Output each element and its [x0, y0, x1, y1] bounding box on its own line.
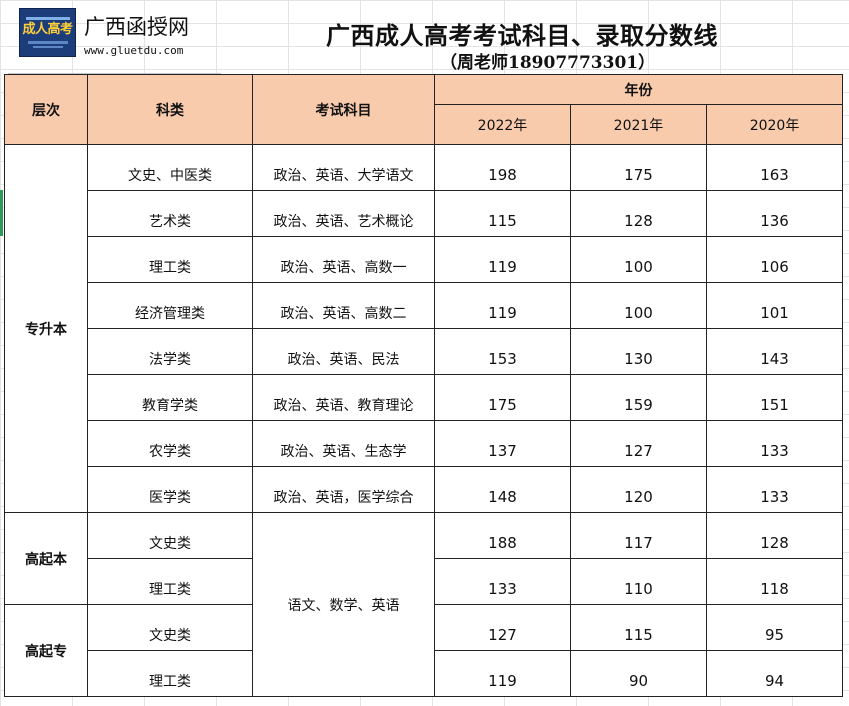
score-2022: 153 — [434, 328, 571, 375]
header-year-group: 年份 — [433, 74, 844, 105]
table-row: 高起专 文史类 127 115 95 — [4, 604, 844, 697]
score-2021: 120 — [570, 466, 707, 513]
score-2021: 117 — [570, 512, 707, 559]
score-2020: 106 — [705, 236, 844, 283]
score-2022: 188 — [434, 512, 571, 559]
score-2020: 101 — [705, 282, 844, 329]
score-2022: 198 — [434, 144, 571, 191]
score-2022: 133 — [434, 558, 571, 605]
score-2020: 95 — [705, 604, 844, 651]
score-2022: 119 — [434, 282, 571, 329]
page-title: 广西成人高考考试科目、录取分数线 — [326, 21, 718, 50]
category-cell: 医学类 — [87, 466, 253, 513]
logo-text: 成人高考 — [22, 22, 73, 37]
score-2020: 128 — [705, 512, 844, 559]
header-divider — [8, 73, 221, 74]
score-2021: 175 — [570, 144, 707, 191]
score-2022: 127 — [434, 604, 571, 651]
level-zsb: 专升本 — [4, 144, 88, 513]
level-gqb: 高起本 — [4, 512, 88, 605]
level-gqz: 高起专 — [4, 604, 88, 697]
table-row: 理工类 119 90 94 — [5, 650, 844, 697]
subjects-cell: 政治、英语、教育理论 — [252, 374, 435, 421]
category-cell: 农学类 — [87, 420, 253, 467]
score-2021: 115 — [570, 604, 707, 651]
subjects-cell: 政治、英语、生态学 — [252, 420, 435, 467]
score-2020: 94 — [705, 650, 844, 697]
subjects-cell: 政治、英语、艺术概论 — [252, 190, 435, 237]
score-2021: 130 — [570, 328, 707, 375]
score-2020: 163 — [705, 144, 844, 191]
subjects-cell: 政治、英语、高数一 — [252, 236, 435, 283]
header-year-2020: 2020年 — [705, 104, 844, 145]
score-2020: 133 — [705, 466, 844, 513]
category-cell: 文史类 — [87, 604, 253, 651]
score-table: 层次 科类 考试科目 年份 2022年 2021年 2020年 专升本 文史、中… — [4, 74, 844, 697]
subjects-cell: 政治、英语、民法 — [252, 328, 435, 375]
score-2020: 118 — [705, 558, 844, 605]
table-row: 理工类 133 110 118 — [5, 558, 844, 605]
header-level: 层次 — [4, 74, 88, 145]
table-row: 农学类 政治、英语、生态学 137 127 133 — [5, 420, 844, 467]
row-selection-marker — [0, 190, 3, 236]
page-subtitle: （周老师18907773301） — [440, 53, 656, 73]
table-row: 经济管理类 政治、英语、高数二 119 100 101 — [5, 282, 844, 329]
category-cell: 文史、中医类 — [87, 144, 253, 191]
table-row: 医学类 政治、英语，医学综合 148 120 133 — [5, 466, 844, 513]
category-cell: 法学类 — [87, 328, 253, 375]
header-year-2022: 2022年 — [434, 104, 571, 145]
score-2021: 90 — [570, 650, 707, 697]
score-2022: 148 — [434, 466, 571, 513]
table-row: 艺术类 政治、英语、艺术概论 115 128 136 — [5, 190, 844, 237]
score-2022: 115 — [434, 190, 571, 237]
logo-bar — [27, 41, 68, 44]
score-2020: 136 — [705, 190, 844, 237]
category-cell: 理工类 — [87, 558, 253, 605]
category-cell: 艺术类 — [87, 190, 253, 237]
site-name: 广西函授网 — [84, 15, 189, 39]
logo-banner — [25, 17, 70, 20]
score-2020: 133 — [705, 420, 844, 467]
category-cell: 经济管理类 — [87, 282, 253, 329]
header-year-2021: 2021年 — [570, 104, 707, 145]
score-2021: 100 — [570, 236, 707, 283]
score-2021: 127 — [570, 420, 707, 467]
category-cell: 理工类 — [87, 236, 253, 283]
score-2022: 175 — [434, 374, 571, 421]
score-2021: 100 — [570, 282, 707, 329]
score-2022: 137 — [434, 420, 571, 467]
category-cell: 教育学类 — [87, 374, 253, 421]
score-2022: 119 — [434, 236, 571, 283]
subjects-cell: 政治、英语、大学语文 — [252, 144, 435, 191]
table-row: 法学类 政治、英语、民法 153 130 143 — [5, 328, 844, 375]
table-row: 高起本 文史类 语文、数学、英语 188 117 128 — [4, 512, 844, 697]
subjects-cell: 政治、英语，医学综合 — [252, 466, 435, 513]
score-2021: 128 — [570, 190, 707, 237]
table-row: 教育学类 政治、英语、教育理论 175 159 151 — [5, 374, 844, 421]
score-2020: 143 — [705, 328, 844, 375]
header-subjects: 考试科目 — [252, 74, 435, 145]
score-2021: 110 — [570, 558, 707, 605]
shared-subjects-cell: 语文、数学、英语 — [252, 512, 435, 697]
header-category: 科类 — [87, 74, 253, 145]
table-row: 专升本 文史、中医类 政治、英语、大学语文 198 175 163 — [4, 144, 844, 513]
score-2020: 151 — [705, 374, 844, 421]
site-url: www.gluetdu.com — [84, 44, 184, 57]
table-row: 理工类 政治、英语、高数一 119 100 106 — [5, 236, 844, 283]
score-2022: 119 — [434, 650, 571, 697]
score-2021: 159 — [570, 374, 707, 421]
category-cell: 理工类 — [87, 650, 253, 697]
site-logo: 成人高考 — [19, 8, 76, 57]
logo-bar-small — [32, 46, 63, 48]
category-cell: 文史类 — [87, 512, 253, 559]
subjects-cell: 政治、英语、高数二 — [252, 282, 435, 329]
